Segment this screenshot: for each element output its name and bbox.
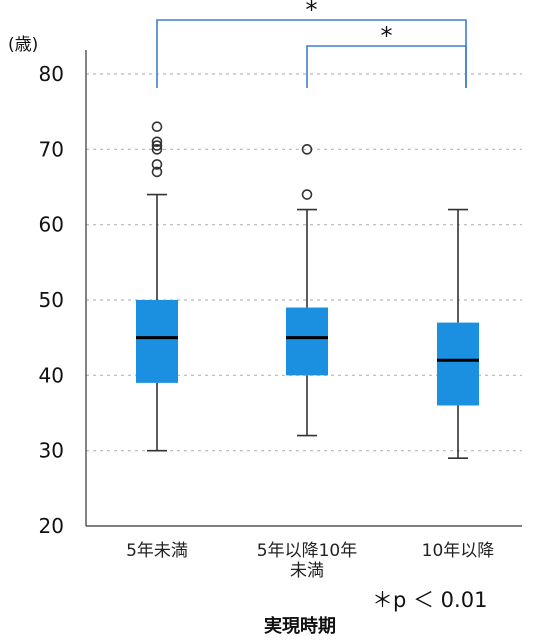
significance-note: ＊p ＜ 0.01 — [372, 588, 487, 612]
y-tick-label: 40 — [39, 363, 64, 387]
category-label: 5年未満 — [126, 541, 188, 561]
boxes — [136, 121, 479, 460]
y-tick-label: 30 — [39, 439, 64, 463]
y-tick-label: 70 — [39, 137, 64, 161]
significance-bracket — [156, 19, 467, 88]
iqr-box — [437, 322, 479, 406]
y-unit-label: (歳) — [8, 35, 38, 55]
y-tick-label: 80 — [39, 62, 64, 86]
outlier-point — [151, 159, 163, 170]
outlier-point — [301, 189, 313, 200]
category-label: 未満 — [290, 561, 324, 581]
outlier-point — [301, 144, 313, 155]
significance-star: * — [381, 22, 393, 50]
box-group — [437, 208, 479, 460]
outlier-point — [151, 144, 163, 155]
y-tick-label: 60 — [39, 213, 64, 237]
significance-star: * — [306, 0, 318, 24]
y-tick-label: 20 — [39, 514, 64, 538]
iqr-box — [286, 307, 328, 376]
outlier-point — [151, 136, 163, 148]
iqr-box — [136, 300, 178, 383]
outlier-point — [151, 166, 163, 178]
outlier-point — [151, 121, 163, 133]
y-tick-labels: 20 30 40 50 60 70 80 — [39, 62, 64, 538]
category-label: 10年以降 — [422, 541, 495, 561]
significance-bracket — [306, 45, 467, 88]
significance-brackets: ** — [156, 0, 467, 88]
x-axis-title: 実現時期 — [264, 615, 336, 637]
box-group — [136, 121, 178, 452]
box-group — [286, 144, 328, 437]
axes — [85, 50, 522, 527]
category-label: 5年以降10年 — [257, 541, 357, 561]
y-tick-label: 50 — [39, 288, 64, 312]
outlier-point — [151, 140, 163, 151]
